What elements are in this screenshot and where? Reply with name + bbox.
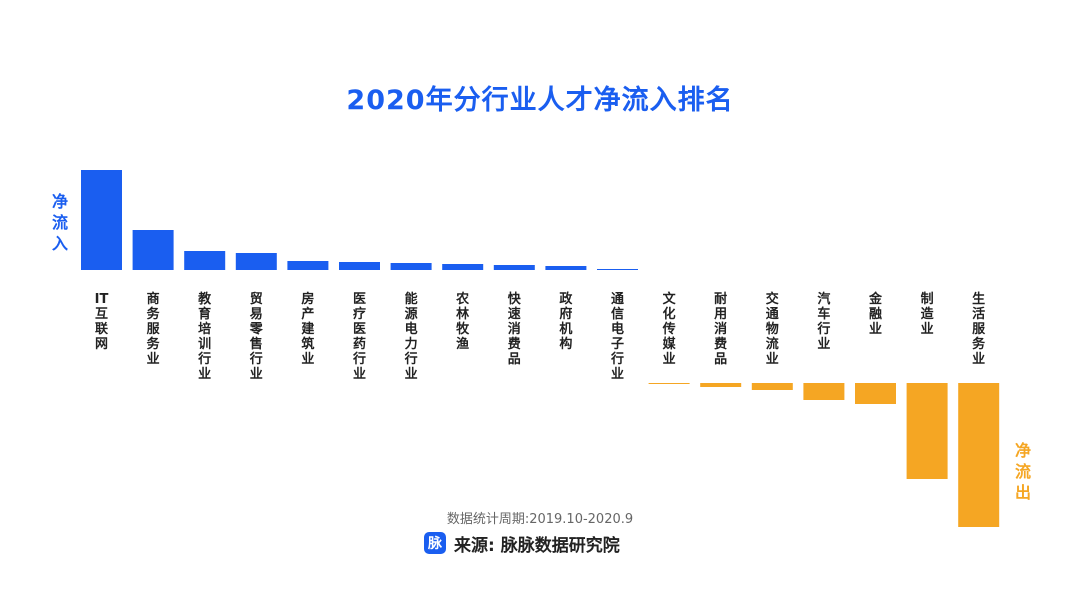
bar-15	[803, 383, 845, 400]
bar-13	[700, 383, 742, 387]
bar-11	[597, 269, 638, 270]
bar-2	[132, 230, 174, 270]
category-label-1: IT互联网	[94, 292, 109, 352]
bar-18	[958, 383, 1000, 527]
chart-title: 2020年分行业人才净流入排名	[346, 85, 734, 116]
bar-14	[751, 383, 793, 390]
bar-4	[235, 253, 277, 270]
bar-1	[81, 170, 122, 270]
category-label-13: 耐用消费品	[714, 292, 728, 367]
outflow-axis-label: 净流出	[1014, 441, 1031, 502]
bar-9	[493, 265, 535, 270]
bar-8	[442, 264, 484, 270]
category-label-4: 贸易零售行业	[249, 292, 263, 382]
category-label-3: 教育培训行业	[198, 292, 212, 382]
bar-10	[545, 266, 587, 270]
category-label-18: 生活服务业	[972, 292, 986, 367]
bar-12	[648, 383, 690, 384]
category-label-12: 文化传媒业	[662, 292, 676, 367]
bar-6	[339, 262, 380, 270]
category-label-14: 交通物流业	[765, 292, 779, 367]
data-period: 数据统计周期:2019.10-2020.9	[446, 512, 634, 527]
category-label-9: 快速消费品	[507, 292, 521, 367]
category-label-15: 汽车行业	[817, 292, 831, 352]
bar-5	[287, 261, 329, 270]
category-label-17: 制造业	[920, 292, 934, 337]
category-label-10: 政府机构	[559, 292, 573, 352]
category-label-8: 农林牧渔	[456, 292, 470, 352]
category-label-5: 房产建筑业	[301, 292, 315, 367]
bar-17	[906, 383, 948, 479]
bar-16	[855, 383, 896, 404]
category-label-11: 通信电子行业	[610, 292, 624, 382]
maimai-logo-icon: 脉	[424, 532, 446, 554]
category-label-6: 医疗医药行业	[352, 292, 366, 382]
bar-7	[390, 263, 432, 270]
category-label-16: 金融业	[868, 292, 882, 337]
bar-3	[184, 251, 226, 270]
category-label-2: 商务服务业	[146, 292, 160, 367]
inflow-axis-label: 净流入	[51, 192, 68, 253]
category-label-7: 能源电力行业	[404, 292, 418, 382]
source-text: 来源: 脉脉数据研究院	[454, 535, 620, 556]
source-line: 脉 来源: 脉脉数据研究院	[424, 530, 620, 556]
